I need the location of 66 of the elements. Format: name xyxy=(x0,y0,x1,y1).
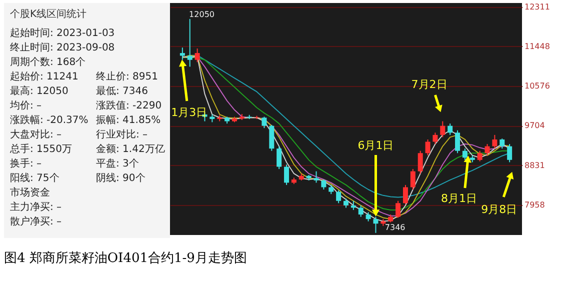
annotation: 7346 xyxy=(384,223,406,232)
text: 最高: 12050 xyxy=(10,85,68,97)
candlestick xyxy=(425,138,430,156)
candlestick xyxy=(321,179,326,190)
candlestick xyxy=(344,198,348,208)
text: 个股K线区间统计 xyxy=(10,8,87,20)
text: 主力净买: – xyxy=(10,201,62,213)
candlestick xyxy=(194,48,200,63)
text: 总手: 1550万 xyxy=(9,143,72,155)
text: 市场资金 xyxy=(10,186,50,198)
y-tick-label: 9704 xyxy=(524,121,545,130)
y-tick-label: 12311 xyxy=(524,2,550,12)
candlestick xyxy=(284,164,290,186)
annotation: 9月8日 xyxy=(481,203,518,216)
candlestick xyxy=(410,168,416,190)
text: 金额: 1.42万亿 xyxy=(96,143,165,155)
candlestick xyxy=(455,130,460,154)
candlestick xyxy=(336,190,342,204)
y-tick-label: 8831 xyxy=(524,160,545,170)
candlestick xyxy=(484,144,490,156)
text: 终止时间: 2023-09-08 xyxy=(10,42,115,54)
y-tick-label: 7958 xyxy=(524,200,545,210)
y-tick-label: 10576 xyxy=(524,81,550,90)
text: 均价: – xyxy=(9,100,42,112)
candlestick xyxy=(328,184,334,195)
annotation: 12050 xyxy=(189,10,214,19)
candlestick xyxy=(366,212,371,222)
candlestick xyxy=(402,184,408,205)
candlestick xyxy=(358,204,364,218)
text: 终止价: 8951 xyxy=(96,70,158,82)
annotation: 1月3日 xyxy=(171,106,208,119)
text: 阴线: 90个 xyxy=(96,172,146,184)
candlestick xyxy=(314,170,319,184)
text: 起始时间: 2023-01-03 xyxy=(10,27,115,39)
text: 涨跌值: -2290 xyxy=(96,100,162,112)
candlestick xyxy=(432,132,438,145)
candlestick xyxy=(507,144,512,163)
candlestick xyxy=(462,148,468,160)
candlestick xyxy=(500,138,505,150)
text: 换手: – xyxy=(10,158,42,170)
text: 最低: 7346 xyxy=(96,86,148,97)
annotation: 8月1日 xyxy=(441,192,478,205)
candlestick xyxy=(262,116,267,129)
text: 散户净买: – xyxy=(10,216,62,228)
annotation: 6月1日 xyxy=(358,139,394,152)
candlestick xyxy=(492,134,498,150)
y-tick-label: 11448 xyxy=(524,42,550,51)
candlestick xyxy=(269,124,274,152)
annotation: 7月2日 xyxy=(411,78,448,91)
text: 图4 郑商所菜籽油OI401合约1-9月走势图 xyxy=(4,251,247,266)
text: 振幅: 41.85% xyxy=(96,114,161,126)
candlestick xyxy=(418,150,423,174)
candlestick xyxy=(373,216,378,234)
text: 周期个数: 168个 xyxy=(10,56,86,68)
candlestick xyxy=(440,120,446,138)
candlestick xyxy=(448,123,453,136)
text: 大盘对比: – xyxy=(10,128,62,140)
text: 行业对比: – xyxy=(96,128,148,140)
candlestick xyxy=(477,150,482,162)
text: 阳线: 75个 xyxy=(10,172,60,184)
candlestick xyxy=(396,200,401,218)
text: 起始价: 11241 xyxy=(10,70,78,82)
candlestick xyxy=(187,18,192,68)
candlestick xyxy=(276,146,282,170)
text: 涨跌幅: -20.37% xyxy=(10,114,88,126)
text: 平盘: 3个 xyxy=(96,158,139,170)
